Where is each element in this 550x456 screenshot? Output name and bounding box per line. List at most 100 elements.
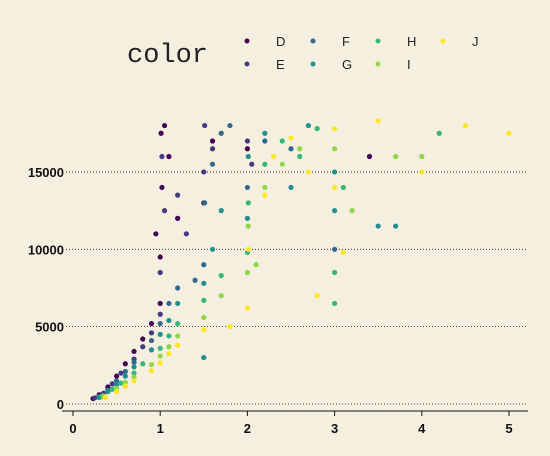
data-point-h xyxy=(118,380,124,386)
y-axis-ticks: 0 5000 10000 15000 xyxy=(28,165,64,412)
data-point-i xyxy=(157,353,163,359)
data-point-g xyxy=(262,130,268,136)
data-point-h xyxy=(314,126,320,132)
data-point-h xyxy=(245,200,251,206)
data-point-j xyxy=(122,383,128,389)
data-point-g xyxy=(305,122,312,129)
data-point-d xyxy=(244,146,250,152)
data-point-g xyxy=(157,331,163,337)
data-point-j xyxy=(419,169,425,175)
data-point-j xyxy=(314,293,320,299)
data-point-j xyxy=(288,135,294,141)
data-point-i xyxy=(244,269,250,276)
data-point-g xyxy=(375,223,381,229)
data-point-d xyxy=(161,122,168,129)
data-point-e xyxy=(201,169,207,175)
legend-marker-j xyxy=(440,38,446,44)
data-point-i xyxy=(262,184,268,191)
data-point-g xyxy=(166,317,172,324)
data-point-d xyxy=(131,348,137,355)
data-point-g xyxy=(201,280,207,286)
data-point-i xyxy=(218,293,224,299)
y-tick-label: 10000 xyxy=(28,242,64,257)
data-point-j xyxy=(262,192,268,198)
data-point-j xyxy=(245,246,251,252)
data-point-i xyxy=(245,223,251,229)
data-point-f xyxy=(148,337,155,344)
data-point-d xyxy=(122,361,128,367)
data-point-i xyxy=(253,262,259,268)
data-point-i xyxy=(297,146,303,152)
data-point-g xyxy=(105,389,111,395)
x-tick-label: 5 xyxy=(505,421,512,436)
data-point-f xyxy=(288,146,294,152)
data-point-g xyxy=(131,364,137,370)
legend-label-f: F xyxy=(342,34,350,49)
data-point-i xyxy=(175,333,181,339)
data-point-d xyxy=(175,215,181,221)
y-tick-label: 5000 xyxy=(35,320,64,335)
data-point-f xyxy=(175,285,181,291)
x-axis-ticks: 0 1 2 3 4 5 xyxy=(69,411,513,436)
data-point-g xyxy=(218,208,224,214)
data-point-e xyxy=(244,138,250,144)
data-point-j xyxy=(270,153,277,160)
data-point-h xyxy=(140,361,146,367)
data-point-e xyxy=(202,122,208,129)
data-point-h xyxy=(109,386,115,392)
data-point-j xyxy=(227,324,233,330)
data-point-i xyxy=(332,146,338,152)
data-point-e xyxy=(175,192,181,198)
data-point-j xyxy=(148,368,155,374)
data-point-g xyxy=(175,300,181,307)
data-point-j xyxy=(166,351,172,357)
data-point-f xyxy=(209,161,216,167)
data-point-e xyxy=(118,370,124,376)
data-point-i xyxy=(349,208,355,214)
data-point-j xyxy=(102,394,108,401)
data-point-f xyxy=(114,378,120,384)
data-point-j xyxy=(305,169,312,175)
data-point-h xyxy=(131,370,137,376)
legend-label-g: G xyxy=(342,57,352,72)
data-point-e xyxy=(161,208,168,214)
data-point-h xyxy=(201,297,207,303)
data-point-j xyxy=(244,305,250,311)
data-point-e xyxy=(92,395,98,401)
legend-label-e: E xyxy=(276,57,285,72)
data-point-d xyxy=(158,130,164,136)
data-point-g xyxy=(244,215,250,221)
data-point-d xyxy=(159,184,165,191)
data-point-j xyxy=(131,378,137,384)
data-point-f xyxy=(157,320,163,327)
data-point-g xyxy=(332,169,338,175)
data-point-e xyxy=(209,146,216,152)
legend-title: color xyxy=(127,41,208,71)
data-point-i xyxy=(148,361,155,368)
x-tick-label: 1 xyxy=(157,421,164,436)
data-point-j xyxy=(375,118,381,124)
data-point-e xyxy=(140,344,146,350)
data-point-j xyxy=(506,130,512,136)
data-point-g xyxy=(332,208,338,214)
data-point-h xyxy=(166,333,172,339)
x-tick-label: 3 xyxy=(331,421,338,436)
data-point-j xyxy=(462,122,468,129)
data-point-f xyxy=(262,138,268,144)
data-point-h xyxy=(340,184,346,191)
data-point-d xyxy=(140,336,146,342)
legend: color DE FG HI J xyxy=(127,34,479,72)
data-point-i xyxy=(419,153,425,160)
data-point-j xyxy=(332,184,338,191)
legend-label-d: D xyxy=(276,34,285,49)
legend-marker-h xyxy=(375,38,381,44)
data-point-f xyxy=(192,277,198,283)
data-point-g xyxy=(288,184,294,191)
data-point-d xyxy=(209,138,216,144)
data-point-h xyxy=(218,272,224,279)
data-point-j xyxy=(332,126,338,132)
data-point-e xyxy=(249,161,255,167)
data-points xyxy=(90,118,512,402)
legend-marker-i xyxy=(375,61,381,67)
